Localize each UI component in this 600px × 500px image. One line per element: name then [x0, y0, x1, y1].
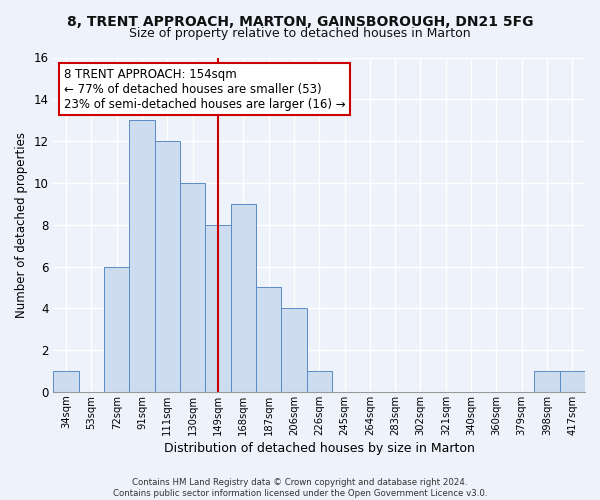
Bar — [155, 141, 180, 392]
Text: 8, TRENT APPROACH, MARTON, GAINSBOROUGH, DN21 5FG: 8, TRENT APPROACH, MARTON, GAINSBOROUGH,… — [67, 15, 533, 29]
Bar — [205, 224, 230, 392]
Text: Size of property relative to detached houses in Marton: Size of property relative to detached ho… — [129, 28, 471, 40]
Text: 8 TRENT APPROACH: 154sqm
← 77% of detached houses are smaller (53)
23% of semi-d: 8 TRENT APPROACH: 154sqm ← 77% of detach… — [64, 68, 346, 110]
Bar — [53, 371, 79, 392]
Y-axis label: Number of detached properties: Number of detached properties — [15, 132, 28, 318]
Bar — [256, 288, 281, 392]
Bar — [281, 308, 307, 392]
Text: Contains HM Land Registry data © Crown copyright and database right 2024.
Contai: Contains HM Land Registry data © Crown c… — [113, 478, 487, 498]
Bar — [230, 204, 256, 392]
Bar — [307, 371, 332, 392]
Bar — [535, 371, 560, 392]
X-axis label: Distribution of detached houses by size in Marton: Distribution of detached houses by size … — [164, 442, 475, 455]
Bar — [130, 120, 155, 392]
Bar — [560, 371, 585, 392]
Bar — [180, 183, 205, 392]
Bar — [104, 266, 130, 392]
